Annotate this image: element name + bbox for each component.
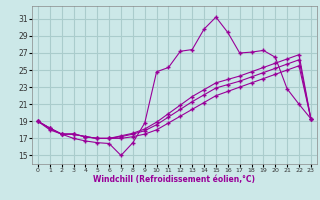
X-axis label: Windchill (Refroidissement éolien,°C): Windchill (Refroidissement éolien,°C) [93,175,255,184]
